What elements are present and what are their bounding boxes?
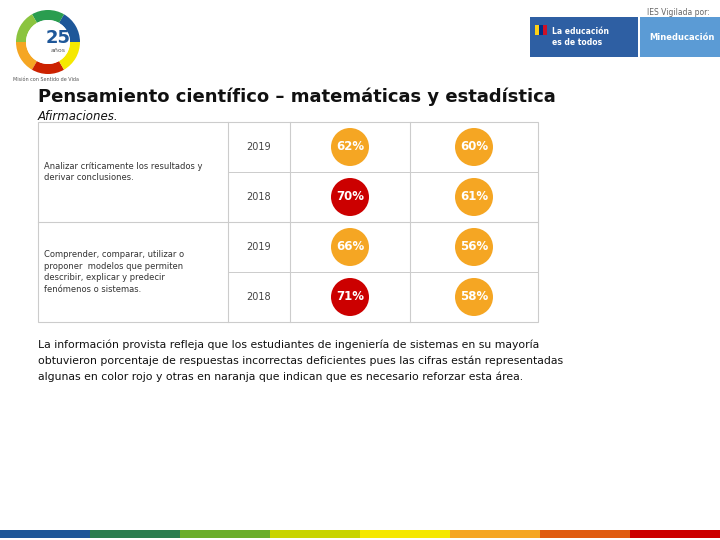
Text: Analizar críticamente los resultados y
derivar conclusiones.: Analizar críticamente los resultados y d… (44, 161, 202, 183)
Bar (640, 17, 720, 57)
Text: 58%: 58% (460, 291, 488, 303)
Bar (543, 25, 547, 35)
Bar (360, 530, 450, 538)
Text: 2019: 2019 (247, 142, 271, 152)
Text: 62%: 62% (336, 140, 364, 153)
Circle shape (331, 128, 369, 166)
Text: 61%: 61% (460, 191, 488, 204)
Bar (535, 25, 539, 35)
Text: 2019: 2019 (247, 242, 271, 252)
Circle shape (455, 128, 493, 166)
Text: IES Vigilada por:: IES Vigilada por: (647, 8, 710, 17)
Text: La educación
es de todos: La educación es de todos (552, 27, 609, 47)
Bar (90, 530, 180, 538)
Text: 70%: 70% (336, 191, 364, 204)
Bar (540, 530, 630, 538)
Text: La información provista refleja que los estudiantes de ingeniería de sistemas en: La información provista refleja que los … (38, 340, 563, 382)
Text: años: años (50, 48, 66, 52)
Text: 56%: 56% (460, 240, 488, 253)
Circle shape (331, 228, 369, 266)
Circle shape (455, 278, 493, 316)
Circle shape (331, 178, 369, 216)
Bar (539, 25, 543, 35)
Bar (180, 530, 270, 538)
Text: Pensamiento científico – matemáticas y estadística: Pensamiento científico – matemáticas y e… (38, 88, 556, 106)
Bar (38, 122, 538, 322)
Wedge shape (16, 42, 37, 70)
Circle shape (455, 178, 493, 216)
Wedge shape (59, 14, 80, 42)
Text: Misión con Sentido de Vida: Misión con Sentido de Vida (13, 77, 79, 82)
Text: 71%: 71% (336, 291, 364, 303)
Text: 66%: 66% (336, 240, 364, 253)
Text: 60%: 60% (460, 140, 488, 153)
Text: 25: 25 (45, 29, 71, 47)
Text: Afirmaciones.: Afirmaciones. (38, 110, 119, 123)
Circle shape (26, 20, 70, 64)
Bar (630, 530, 720, 538)
Bar (530, 17, 638, 57)
Circle shape (455, 228, 493, 266)
Text: 2018: 2018 (247, 292, 271, 302)
Wedge shape (16, 14, 37, 42)
Circle shape (331, 278, 369, 316)
Wedge shape (59, 42, 80, 70)
Wedge shape (32, 61, 64, 74)
Bar (270, 530, 360, 538)
Text: Mineducación: Mineducación (649, 32, 714, 42)
Bar (450, 530, 540, 538)
Bar (0, 530, 90, 538)
Text: 2018: 2018 (247, 192, 271, 202)
Wedge shape (32, 10, 64, 23)
Text: Comprender, comparar, utilizar o
proponer  modelos que permiten
describir, expli: Comprender, comparar, utilizar o propone… (44, 250, 184, 294)
